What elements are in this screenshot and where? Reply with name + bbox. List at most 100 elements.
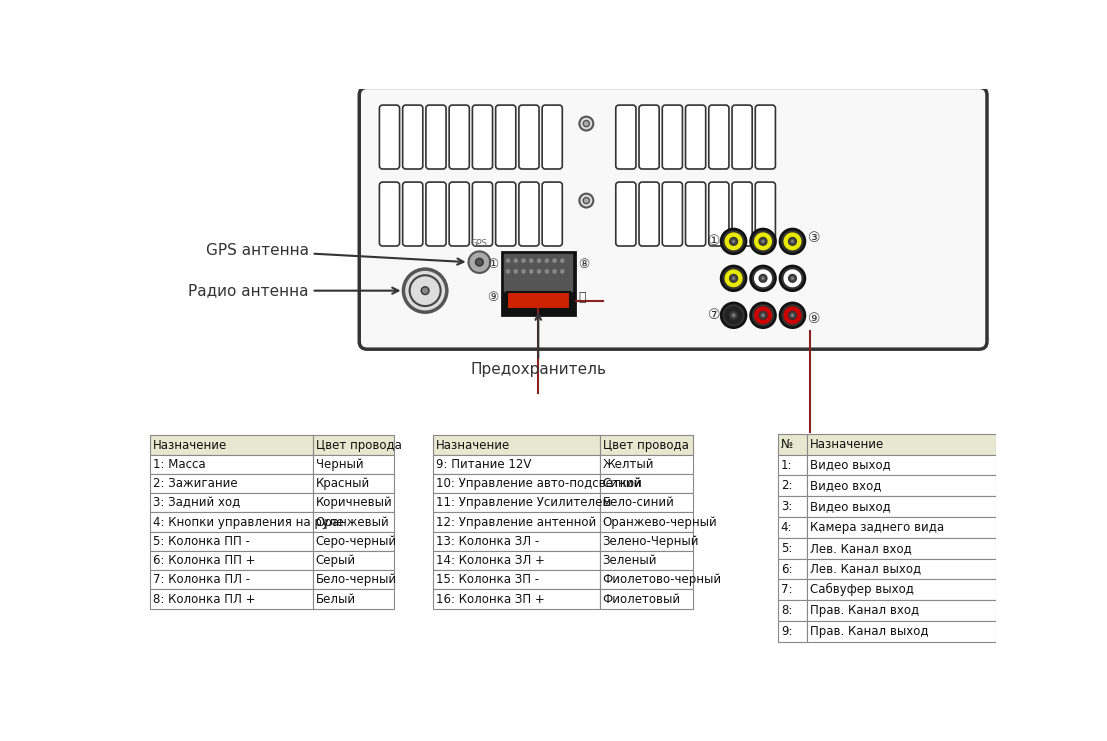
Bar — [433, 455, 600, 474]
Text: Сабвуфер выход: Сабвуфер выход — [810, 583, 914, 597]
Text: 15: Колонка ЗП -: 15: Колонка ЗП - — [436, 574, 539, 586]
Bar — [433, 436, 600, 455]
Bar — [807, 517, 996, 538]
Bar — [807, 538, 996, 559]
FancyBboxPatch shape — [615, 105, 635, 169]
Text: Зеленый: Зеленый — [602, 554, 658, 567]
Text: Черный: Черный — [315, 458, 363, 471]
Circle shape — [560, 270, 565, 273]
Bar — [151, 570, 313, 589]
Text: ⑧: ⑧ — [579, 259, 590, 271]
Bar — [778, 600, 807, 621]
Circle shape — [724, 268, 744, 288]
Text: 1: Масса: 1: Масса — [153, 458, 206, 471]
Circle shape — [783, 305, 803, 325]
Text: Прав. Канал вход: Прав. Канал вход — [810, 604, 920, 617]
Bar — [151, 455, 313, 474]
Bar — [433, 532, 600, 551]
Circle shape — [422, 287, 430, 294]
FancyBboxPatch shape — [449, 105, 469, 169]
Circle shape — [730, 274, 737, 282]
Circle shape — [579, 193, 593, 207]
FancyBboxPatch shape — [449, 182, 469, 246]
Bar — [778, 517, 807, 538]
Text: Красный: Красный — [315, 477, 370, 490]
Circle shape — [514, 270, 518, 273]
Circle shape — [780, 229, 805, 253]
Text: 7: Колонка ПЛ -: 7: Колонка ПЛ - — [153, 574, 250, 586]
FancyBboxPatch shape — [755, 105, 775, 169]
Text: GPS: GPS — [470, 239, 488, 248]
Bar — [600, 532, 693, 551]
FancyBboxPatch shape — [496, 105, 516, 169]
Text: Лев. Канал выход: Лев. Канал выход — [810, 562, 921, 576]
FancyBboxPatch shape — [473, 105, 493, 169]
Text: ⑨: ⑨ — [487, 290, 498, 304]
Circle shape — [724, 231, 744, 251]
Bar — [433, 494, 600, 513]
Bar — [778, 579, 807, 600]
Circle shape — [759, 238, 767, 245]
Circle shape — [753, 231, 773, 251]
Circle shape — [759, 274, 767, 282]
Bar — [151, 551, 313, 570]
Text: Назначение: Назначение — [153, 439, 227, 451]
Bar — [807, 455, 996, 476]
Text: Оранжево-черный: Оранжево-черный — [602, 516, 717, 528]
FancyBboxPatch shape — [685, 105, 705, 169]
Bar — [807, 600, 996, 621]
Text: Видео выход: Видео выход — [810, 500, 891, 514]
Bar — [151, 474, 313, 494]
FancyBboxPatch shape — [403, 182, 423, 246]
FancyBboxPatch shape — [615, 182, 635, 246]
Circle shape — [759, 311, 767, 319]
Circle shape — [751, 266, 775, 290]
Text: 14: Колонка ЗЛ +: 14: Колонка ЗЛ + — [436, 554, 545, 567]
Circle shape — [560, 259, 565, 262]
Circle shape — [529, 270, 534, 273]
Bar — [600, 589, 693, 608]
Circle shape — [537, 259, 541, 262]
Text: Прав. Канал выход: Прав. Канал выход — [810, 625, 929, 638]
Circle shape — [751, 229, 775, 253]
Circle shape — [753, 305, 773, 325]
FancyBboxPatch shape — [473, 182, 493, 246]
Text: ①: ① — [708, 234, 721, 248]
Circle shape — [732, 240, 735, 243]
Text: 13: Колонка ЗЛ -: 13: Колонка ЗЛ - — [436, 535, 539, 548]
Text: 2: Зажигание: 2: Зажигание — [153, 477, 238, 490]
Text: Видео выход: Видео выход — [810, 459, 891, 471]
Text: 5:: 5: — [780, 542, 793, 555]
Circle shape — [552, 259, 557, 262]
Circle shape — [506, 259, 510, 262]
Text: ③: ③ — [808, 230, 820, 245]
Text: 4: Кнопки управления на руле: 4: Кнопки управления на руле — [153, 516, 344, 528]
Text: Серо-черный: Серо-черный — [315, 535, 397, 548]
Circle shape — [529, 259, 534, 262]
FancyBboxPatch shape — [542, 105, 562, 169]
Text: 10: Управление авто-подсветкой: 10: Управление авто-подсветкой — [436, 477, 642, 490]
Circle shape — [790, 277, 794, 280]
Bar — [807, 621, 996, 642]
Circle shape — [762, 277, 765, 280]
Text: 9:: 9: — [780, 625, 793, 638]
FancyBboxPatch shape — [380, 105, 400, 169]
Bar — [313, 494, 394, 513]
Bar — [433, 513, 600, 532]
FancyBboxPatch shape — [426, 105, 446, 169]
FancyBboxPatch shape — [732, 182, 752, 246]
Bar — [807, 434, 996, 455]
Circle shape — [762, 240, 765, 243]
Text: ⑨: ⑨ — [808, 312, 820, 326]
Bar — [151, 532, 313, 551]
Bar — [600, 455, 693, 474]
Text: 3:: 3: — [780, 500, 793, 514]
Circle shape — [788, 274, 796, 282]
Text: ⑯: ⑯ — [579, 290, 586, 304]
Text: Назначение: Назначение — [810, 438, 884, 451]
Circle shape — [579, 116, 593, 130]
FancyBboxPatch shape — [708, 182, 728, 246]
FancyBboxPatch shape — [426, 182, 446, 246]
Bar — [501, 252, 575, 314]
Text: 9: Питание 12V: 9: Питание 12V — [436, 458, 531, 471]
